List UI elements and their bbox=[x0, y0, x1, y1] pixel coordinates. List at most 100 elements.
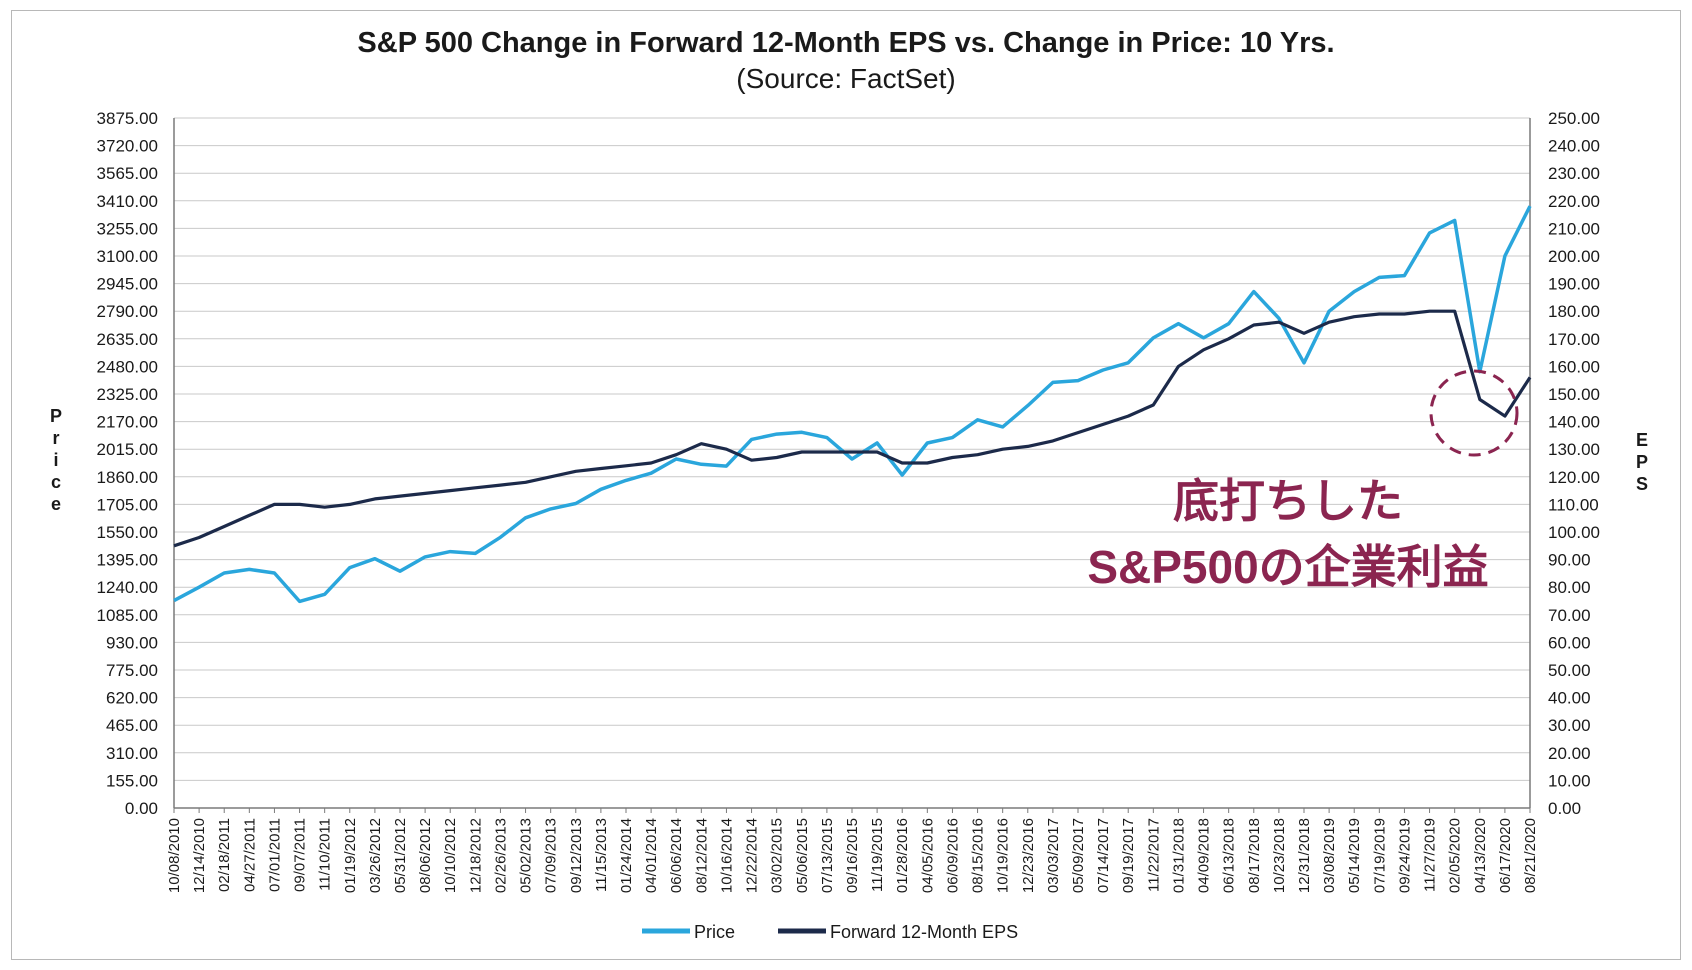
x-tick-label: 10/19/2016 bbox=[995, 818, 1012, 893]
x-tick-label: 07/19/2019 bbox=[1371, 818, 1388, 893]
x-tick-label: 01/24/2014 bbox=[618, 818, 635, 893]
x-tick-label: 02/18/2011 bbox=[216, 818, 233, 892]
x-tick-label: 02/26/2013 bbox=[492, 818, 509, 893]
right-tick-label: 220.00 bbox=[1548, 192, 1600, 211]
x-tick-label: 07/13/2015 bbox=[819, 818, 836, 893]
left-tick-label: 0.00 bbox=[125, 799, 158, 818]
right-tick-label: 110.00 bbox=[1548, 495, 1599, 514]
left-tick-label: 3720.00 bbox=[97, 137, 158, 156]
right-tick-label: 90.00 bbox=[1548, 551, 1591, 570]
right-axis-ticks: 0.00 10.00 20.00 30.00 40.00 50.00 60.00 70.00 8… bbox=[1548, 109, 1600, 818]
x-tick-label: 05/09/2017 bbox=[1070, 818, 1087, 893]
x-tick-label: 11/15/2013 bbox=[593, 818, 610, 892]
x-tick-label: 01/28/2016 bbox=[894, 818, 911, 893]
x-tick-label: 11/19/2015 bbox=[869, 818, 886, 892]
right-tick-label: 180.00 bbox=[1548, 302, 1600, 321]
left-tick-label: 2790.00 bbox=[97, 302, 158, 321]
right-tick-label: 10.00 bbox=[1548, 771, 1591, 790]
right-tick-label: 100.00 bbox=[1548, 523, 1600, 542]
series-lines bbox=[173, 205, 1532, 604]
axis-label-letter: P bbox=[50, 406, 62, 426]
chart-frame bbox=[11, 10, 1681, 960]
right-tick-label: 240.00 bbox=[1548, 137, 1600, 156]
right-tick-label: 150.00 bbox=[1548, 385, 1600, 404]
axis-lines bbox=[173, 118, 1531, 809]
left-axis-label: Price bbox=[50, 406, 62, 514]
left-tick-label: 155.00 bbox=[106, 771, 158, 790]
x-tick-label: 09/24/2019 bbox=[1396, 818, 1413, 893]
x-tick-label: 12/31/2018 bbox=[1296, 818, 1313, 893]
x-axis-ticks: 10/08/2010 12/14/2010 02/18/2011 04/27/2011… bbox=[166, 808, 1539, 893]
x-tick-label: 10/16/2014 bbox=[718, 818, 735, 893]
x-tick-label: 11/27/2019 bbox=[1422, 818, 1439, 892]
left-tick-label: 310.00 bbox=[106, 744, 158, 763]
chart-subtitle: (Source: FactSet) bbox=[736, 63, 955, 94]
x-tick-label: 05/02/2013 bbox=[518, 818, 535, 893]
left-tick-label: 1395.00 bbox=[97, 551, 158, 570]
left-tick-label: 3565.00 bbox=[97, 164, 158, 183]
right-tick-label: 50.00 bbox=[1548, 661, 1591, 680]
series-line-price bbox=[173, 205, 1532, 604]
legend-label-eps: Forward 12-Month EPS bbox=[830, 922, 1018, 942]
gridlines bbox=[174, 117, 1530, 809]
right-tick-label: 140.00 bbox=[1548, 413, 1600, 432]
x-tick-label: 11/22/2017 bbox=[1145, 818, 1162, 892]
x-tick-label: 08/12/2014 bbox=[693, 818, 710, 893]
right-tick-label: 230.00 bbox=[1548, 164, 1600, 183]
x-tick-label: 05/06/2015 bbox=[794, 818, 811, 893]
left-tick-label: 465.00 bbox=[106, 716, 158, 735]
right-tick-label: 170.00 bbox=[1548, 330, 1600, 349]
right-tick-label: 200.00 bbox=[1548, 247, 1600, 266]
left-tick-label: 2170.00 bbox=[97, 413, 158, 432]
x-tick-label: 03/08/2019 bbox=[1321, 818, 1338, 893]
x-tick-label: 01/31/2018 bbox=[1170, 818, 1187, 893]
x-tick-label: 12/18/2012 bbox=[467, 818, 484, 893]
x-tick-label: 06/17/2020 bbox=[1497, 818, 1514, 893]
x-tick-label: 09/16/2015 bbox=[844, 818, 861, 893]
x-tick-label: 06/06/2014 bbox=[668, 818, 685, 893]
right-axis-label: EPS bbox=[1636, 430, 1648, 494]
x-tick-label: 06/09/2016 bbox=[944, 818, 961, 893]
left-tick-label: 2325.00 bbox=[97, 385, 158, 404]
left-tick-label: 3875.00 bbox=[97, 109, 158, 128]
x-tick-label: 11/10/2011 bbox=[317, 818, 334, 891]
axis-label-letter: e bbox=[51, 494, 61, 514]
x-tick-label: 08/15/2016 bbox=[970, 818, 987, 893]
left-tick-label: 3255.00 bbox=[97, 219, 158, 238]
right-tick-label: 30.00 bbox=[1548, 716, 1591, 735]
left-tick-label: 1705.00 bbox=[97, 495, 158, 514]
right-tick-label: 80.00 bbox=[1548, 578, 1591, 597]
legend: Price Forward 12-Month EPS bbox=[642, 922, 1018, 942]
x-tick-label: 06/13/2018 bbox=[1221, 818, 1238, 893]
right-tick-label: 160.00 bbox=[1548, 357, 1600, 376]
x-tick-label: 10/23/2018 bbox=[1271, 818, 1288, 893]
left-tick-label: 620.00 bbox=[106, 689, 158, 708]
x-tick-label: 07/14/2017 bbox=[1095, 818, 1112, 893]
left-tick-label: 2945.00 bbox=[97, 275, 158, 294]
x-tick-label: 04/01/2014 bbox=[643, 818, 660, 893]
x-tick-label: 12/22/2014 bbox=[744, 818, 761, 893]
axis-label-letter: i bbox=[53, 450, 58, 470]
series-line-eps bbox=[173, 309, 1532, 548]
x-tick-label: 07/09/2013 bbox=[543, 818, 560, 893]
right-tick-label: 250.00 bbox=[1548, 109, 1600, 128]
x-tick-label: 10/08/2010 bbox=[166, 818, 183, 893]
x-tick-label: 03/26/2012 bbox=[367, 818, 384, 893]
axis-label-letter: r bbox=[52, 428, 59, 448]
x-tick-label: 08/06/2012 bbox=[417, 818, 434, 893]
left-tick-label: 775.00 bbox=[106, 661, 158, 680]
left-tick-label: 1085.00 bbox=[97, 606, 158, 625]
left-tick-label: 2480.00 bbox=[97, 357, 158, 376]
annotation-line1: 底打ちした bbox=[1173, 475, 1403, 527]
right-tick-label: 120.00 bbox=[1548, 468, 1600, 487]
right-tick-label: 20.00 bbox=[1548, 744, 1591, 763]
x-tick-label: 09/07/2011 bbox=[292, 818, 309, 892]
x-tick-label: 12/14/2010 bbox=[191, 818, 208, 893]
x-tick-label: 04/13/2020 bbox=[1472, 818, 1489, 893]
x-tick-label: 03/03/2017 bbox=[1045, 818, 1062, 893]
right-tick-label: 130.00 bbox=[1548, 440, 1600, 459]
x-tick-label: 07/01/2011 bbox=[266, 818, 283, 892]
axis-label-letter: E bbox=[1636, 430, 1648, 450]
x-tick-label: 05/31/2012 bbox=[392, 818, 409, 893]
